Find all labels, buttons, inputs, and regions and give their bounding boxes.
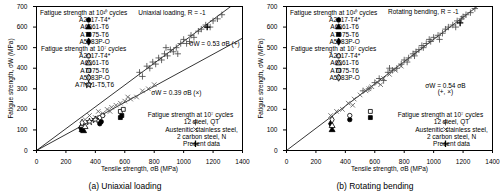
svg-text:0: 0 [35,158,39,165]
svg-text:Fatigue strength at 10⁷ cycles: Fatigue strength at 10⁷ cycles [147,111,234,119]
svg-text:A2017-T4*: A2017-T4* [329,52,361,59]
svg-text:800: 800 [148,158,160,166]
svg-text:σW = 0.39 σB (×): σW = 0.39 σB (×) [151,89,201,97]
svg-text:A2017-T4*: A2017-T4* [79,16,111,23]
svg-text:400: 400 [267,64,278,71]
svg-text:400: 400 [90,158,101,165]
svg-text:A6061-T6: A6061-T6 [80,59,109,66]
svg-text:A7075-T6: A7075-T6 [80,67,109,74]
svg-text:1200: 1200 [206,158,221,165]
svg-text:A6061-T6: A6061-T6 [330,23,359,30]
svg-text:600: 600 [369,158,381,166]
svg-text:σW = 0.53 σB (+): σW = 0.53 σB (+) [189,40,239,48]
svg-text:500: 500 [17,44,28,51]
svg-text:A5083P-O: A5083P-O [329,38,359,45]
svg-text:A5083P-O: A5083P-O [329,74,359,81]
svg-text:400: 400 [340,158,351,165]
svg-text:Austenitic stainless steel,: Austenitic stainless steel, [415,126,488,133]
svg-text:12 steel, QT: 12 steel, QT [433,118,470,126]
svg-text:2 carbon steel, N: 2 carbon steel, N [177,133,226,140]
svg-text:σW = 0.54 σB(+, ×): σW = 0.54 σB(+, ×) [425,82,465,97]
svg-text:600: 600 [267,23,278,30]
svg-text:100: 100 [17,126,28,133]
svg-text:Uniaxial loading, R = -1: Uniaxial loading, R = -1 [138,9,206,17]
svg-text:200: 200 [17,105,28,112]
svg-text:200: 200 [310,158,321,165]
svg-text:200: 200 [267,105,278,112]
html-text:(b) Rotating bending: (b) Rotating bending [336,181,414,191]
svg-text:700: 700 [17,3,28,10]
svg-text:Fatigue strength, σW (MPa): Fatigue strength, σW (MPa) [7,38,15,118]
svg-text:500: 500 [267,44,278,51]
html-text:(a) Uniaxial loading: (a) Uniaxial loading [88,181,162,191]
svg-text:200: 200 [60,158,71,165]
svg-text:A7N01-T5,T6: A7N01-T5,T6 [75,81,114,88]
svg-text:A2017-T4*: A2017-T4* [329,16,361,23]
svg-text:1400: 1400 [485,158,500,165]
svg-text:Present data: Present data [183,140,220,147]
svg-text:100: 100 [267,126,278,133]
svg-text:0: 0 [285,158,289,165]
svg-text:300: 300 [17,85,28,92]
svg-text:0: 0 [274,147,278,154]
svg-text:A6061-T6: A6061-T6 [330,59,359,66]
svg-text:600: 600 [17,23,28,30]
svg-text:400: 400 [17,64,28,71]
svg-text:A5083P-O: A5083P-O [79,38,109,45]
svg-text:A7075-T6: A7075-T6 [330,31,359,38]
svg-text:Present data: Present data [433,140,470,147]
svg-text:Fatigue strength at 10⁷ cycles: Fatigue strength at 10⁷ cycles [40,45,127,52]
svg-text:A7075-T6: A7075-T6 [330,67,359,74]
svg-text:1000: 1000 [426,158,441,165]
svg-text:Tensile strength, σB (MPa): Tensile strength, σB (MPa) [101,165,178,173]
svg-text:Fatigue strength at 10⁷ cycles: Fatigue strength at 10⁷ cycles [397,111,484,119]
svg-text:Fatigue strength, σW (MPa): Fatigue strength, σW (MPa) [257,38,265,118]
svg-text:1400: 1400 [235,158,250,165]
svg-text:Fatigue strength at 10¹⁰ cycle: Fatigue strength at 10¹⁰ cycles [290,9,378,16]
svg-text:300: 300 [267,85,278,92]
svg-text:Tensile strength, σB (MPa): Tensile strength, σB (MPa) [351,165,428,173]
svg-text:1000: 1000 [176,158,191,165]
svg-text:A2017-T4*: A2017-T4* [79,52,111,59]
svg-text:A7075-T6: A7075-T6 [80,31,109,38]
svg-text:Austenitic stainless steel,: Austenitic stainless steel, [165,126,238,133]
svg-text:Fatigue strength at 10¹⁰ cycle: Fatigue strength at 10¹⁰ cycles [40,9,128,16]
svg-text:Fatigue strength at 10⁷ cycles: Fatigue strength at 10⁷ cycles [290,45,377,52]
svg-text:1200: 1200 [456,158,471,165]
svg-text:0: 0 [24,147,28,154]
svg-text:800: 800 [398,158,410,166]
svg-text:A5083P-O: A5083P-O [79,74,109,81]
svg-text:600: 600 [119,158,131,166]
svg-text:12 steel, QT: 12 steel, QT [183,118,220,126]
svg-text:700: 700 [267,3,278,10]
svg-text:2 carbon steel, N: 2 carbon steel, N [427,133,476,140]
svg-text:A6061-T6: A6061-T6 [80,23,109,30]
svg-text:Rotating bending, R = -1: Rotating bending, R = -1 [388,8,459,16]
